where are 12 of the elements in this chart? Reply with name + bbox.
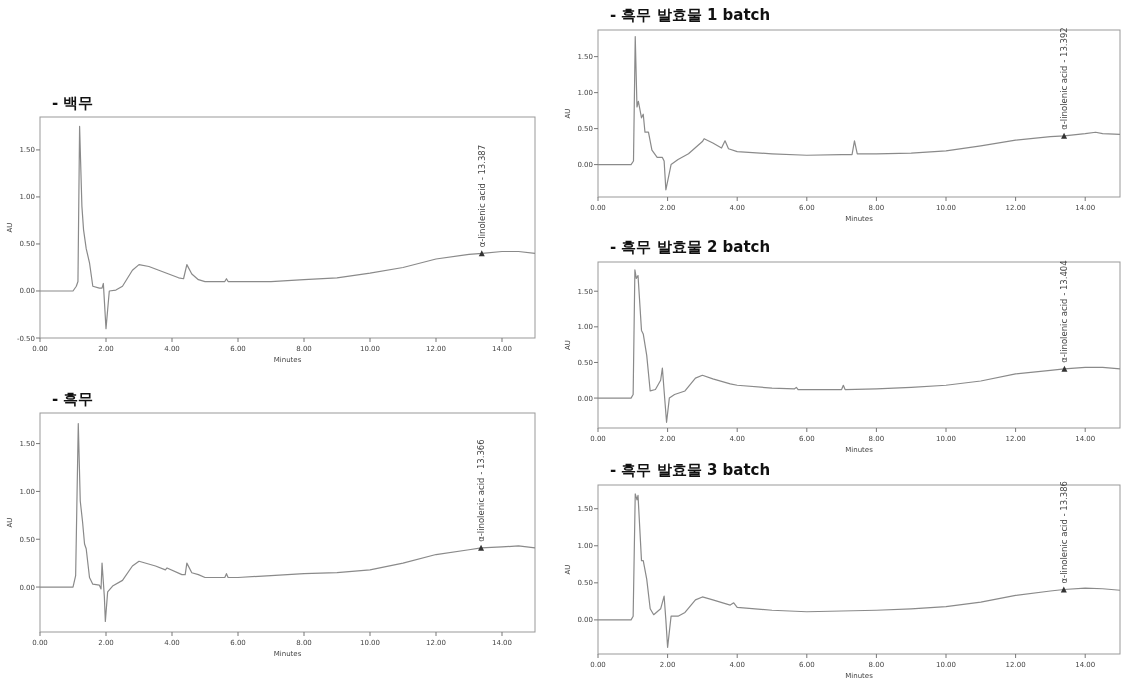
chart-title: - 백무 <box>52 94 94 112</box>
annotation: α-linolenic acid - 13.387 <box>476 144 487 248</box>
line-series <box>39 125 536 330</box>
line-series <box>39 422 536 623</box>
chart-title: - 흑무 발효물 3 batch <box>610 461 771 479</box>
chart-title: - 흑무 발효물 1 batch <box>610 6 771 24</box>
annotation: α-linolenic acid - 13.392 <box>1059 27 1070 130</box>
chart-title: - 흑무 <box>52 390 94 408</box>
annotation: α-linolenic acid - 13.386 <box>1058 480 1069 584</box>
annotation: α-linolenic acid - 13.404 <box>1059 260 1070 363</box>
annotation: α-linolenic acid - 13.366 <box>476 439 487 542</box>
chart-title: - 흑무 발효물 2 batch <box>610 238 771 256</box>
